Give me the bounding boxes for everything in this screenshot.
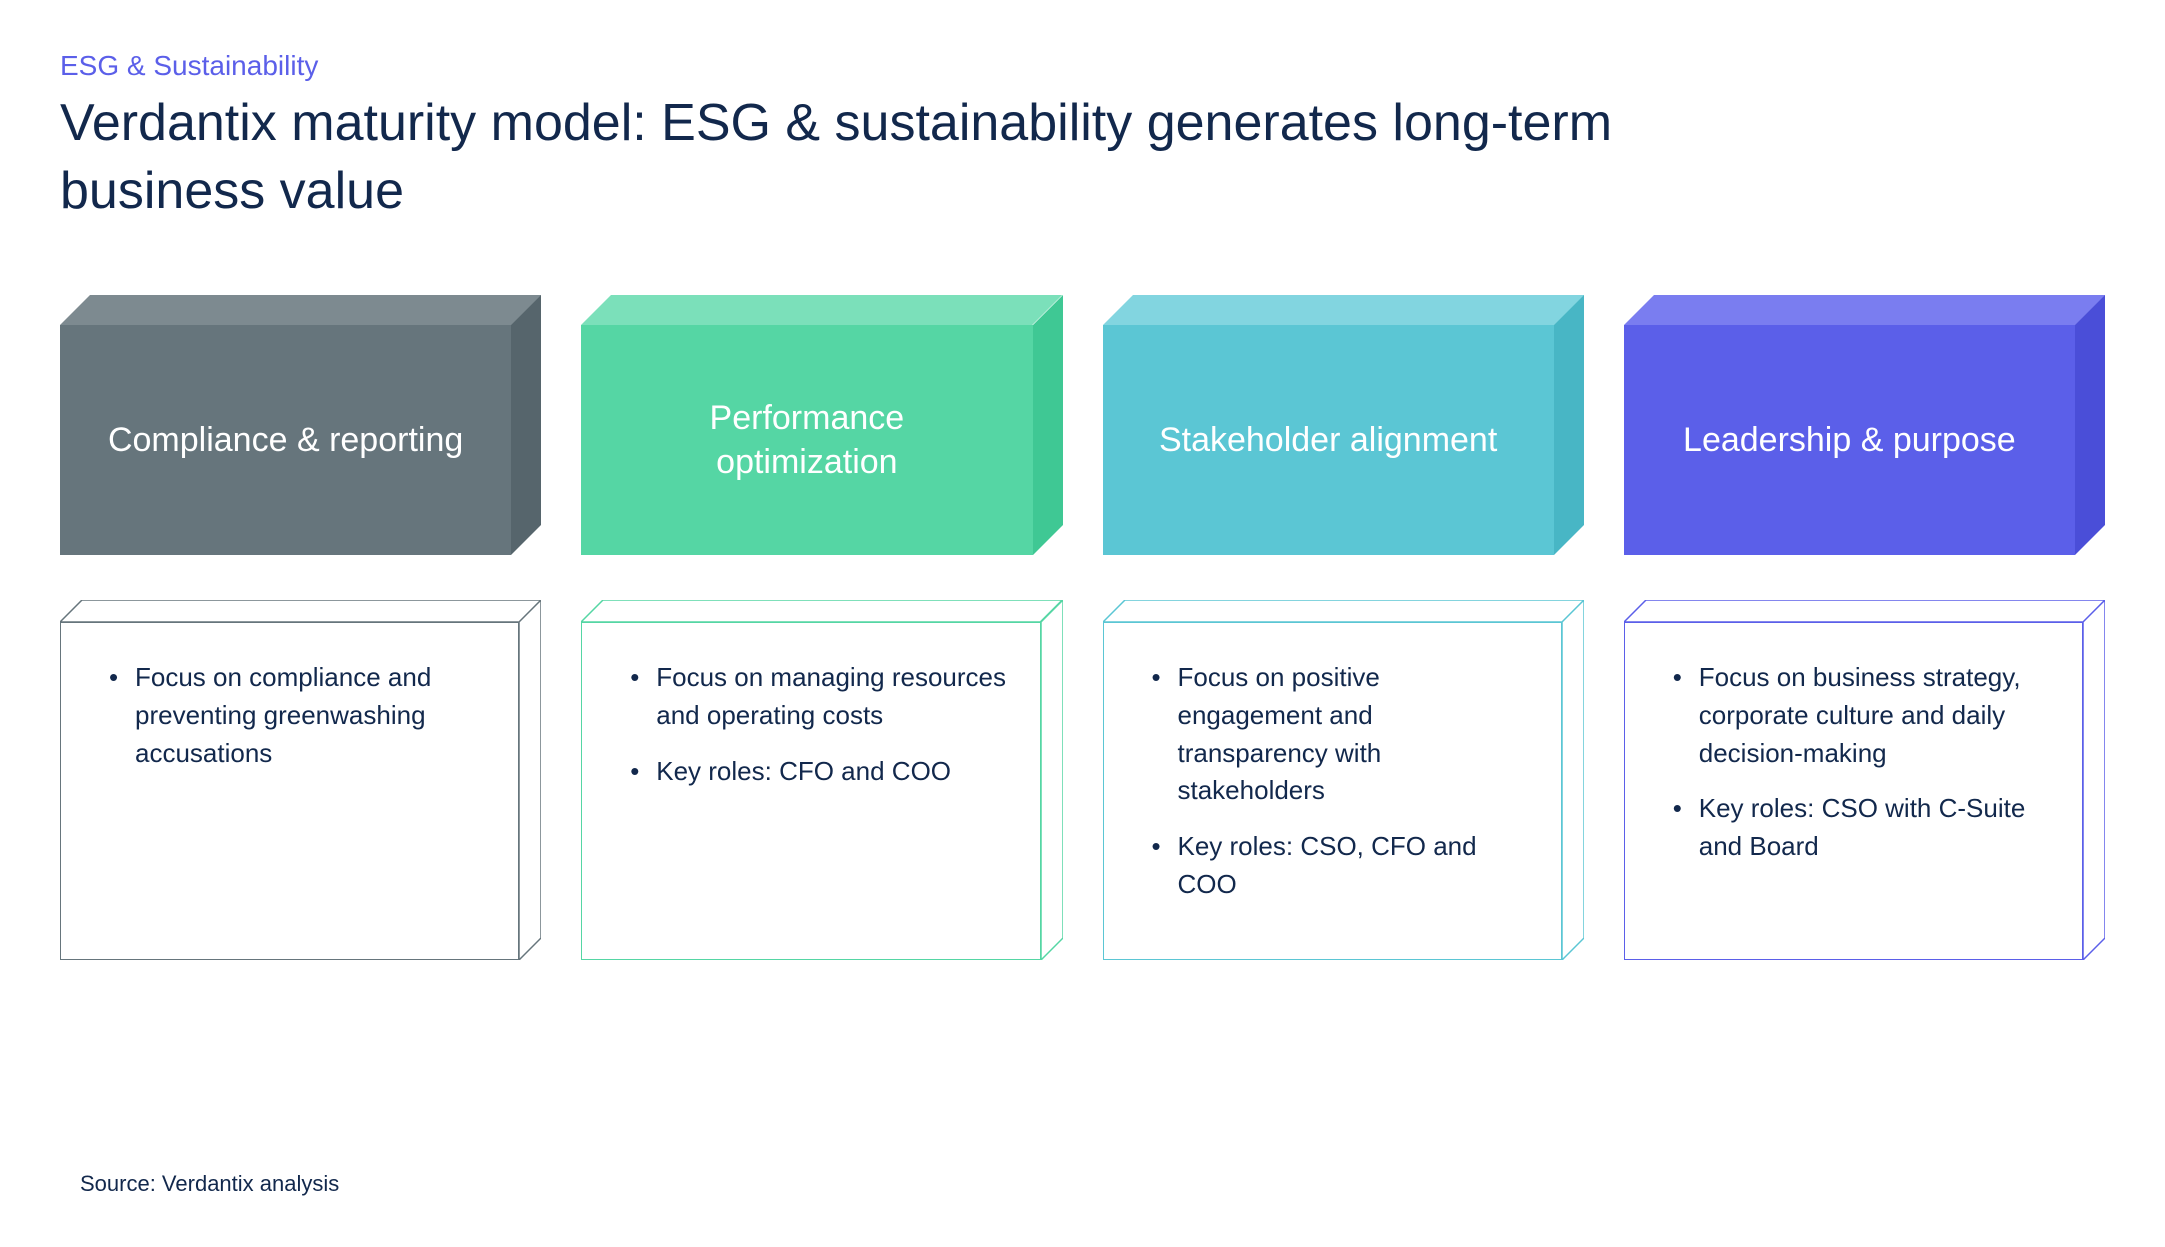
stage-column: Performance optimization Focus on managin…: [581, 295, 1062, 960]
stage-header-box: Leadership & purpose: [1624, 295, 2105, 555]
stage-bullet-list: Focus on positive engagement and transpa…: [1152, 659, 1529, 903]
stage-column: Compliance & reporting Focus on complianc…: [60, 295, 541, 960]
stage-header-top-face: [581, 295, 1062, 325]
source-text: Source: Verdantix analysis: [80, 1171, 339, 1197]
stages-row: Compliance & reporting Focus on complianc…: [60, 295, 2105, 960]
stage-bullet-front-face: Focus on managing resources and operatin…: [581, 622, 1040, 960]
stage-header-side-face: [511, 295, 541, 555]
stage-bullet-item: Key roles: CSO, CFO and COO: [1152, 828, 1529, 903]
stage-header-box: Compliance & reporting: [60, 295, 541, 555]
stage-bullet-list: Focus on managing resources and operatin…: [630, 659, 1007, 790]
stage-bullet-side-face: [1041, 600, 1063, 960]
page-title: Verdantix maturity model: ESG & sustaina…: [60, 90, 1760, 225]
stage-header-top-face: [1624, 295, 2105, 325]
stage-bullet-front-face: Focus on business strategy, corporate cu…: [1624, 622, 2083, 960]
stage-header-front-face: Compliance & reporting: [60, 325, 511, 555]
stage-bullet-top-face: [581, 600, 1062, 622]
stage-header-box: Performance optimization: [581, 295, 1062, 555]
stage-header-side-face: [2075, 295, 2105, 555]
stage-bullet-item: Key roles: CFO and COO: [630, 753, 1007, 791]
stage-bullet-item: Focus on managing resources and operatin…: [630, 659, 1007, 734]
stage-bullet-top-face: [1103, 600, 1584, 622]
eyebrow-text: ESG & Sustainability: [60, 50, 2105, 82]
stage-bullet-item: Key roles: CSO with C-Suite and Board: [1673, 790, 2050, 865]
stage-bullet-side-face: [519, 600, 541, 960]
stage-header-front-face: Stakeholder alignment: [1103, 325, 1554, 555]
stage-header-label: Leadership & purpose: [1683, 418, 2016, 462]
stage-bullet-list: Focus on compliance and preventing green…: [109, 659, 486, 772]
stage-bullet-item: Focus on business strategy, corporate cu…: [1673, 659, 2050, 772]
stage-bullet-top-face: [60, 600, 541, 622]
stage-header-box: Stakeholder alignment: [1103, 295, 1584, 555]
stage-header-label: Stakeholder alignment: [1159, 418, 1497, 462]
stage-column: Leadership & purpose Focus on business st…: [1624, 295, 2105, 960]
stage-header-label: Performance optimization: [621, 396, 992, 484]
stage-bullet-top-face: [1624, 600, 2105, 622]
stage-bullet-item: Focus on compliance and preventing green…: [109, 659, 486, 772]
stage-header-front-face: Leadership & purpose: [1624, 325, 2075, 555]
stage-header-top-face: [60, 295, 541, 325]
stage-bullet-front-face: Focus on positive engagement and transpa…: [1103, 622, 1562, 960]
stage-bullet-side-face: [1562, 600, 1584, 960]
stage-header-front-face: Performance optimization: [581, 325, 1032, 555]
stage-bullet-box: Focus on managing resources and operatin…: [581, 600, 1062, 960]
stage-header-side-face: [1554, 295, 1584, 555]
stage-bullet-box: Focus on positive engagement and transpa…: [1103, 600, 1584, 960]
stage-bullet-box: Focus on business strategy, corporate cu…: [1624, 600, 2105, 960]
stage-column: Stakeholder alignment Focus on positive e…: [1103, 295, 1584, 960]
stage-header-top-face: [1103, 295, 1584, 325]
stage-bullet-item: Focus on positive engagement and transpa…: [1152, 659, 1529, 810]
stage-header-side-face: [1033, 295, 1063, 555]
stage-bullet-list: Focus on business strategy, corporate cu…: [1673, 659, 2050, 865]
stage-bullet-box: Focus on compliance and preventing green…: [60, 600, 541, 960]
stage-bullet-front-face: Focus on compliance and preventing green…: [60, 622, 519, 960]
stage-bullet-side-face: [2083, 600, 2105, 960]
stage-header-label: Compliance & reporting: [108, 418, 463, 462]
